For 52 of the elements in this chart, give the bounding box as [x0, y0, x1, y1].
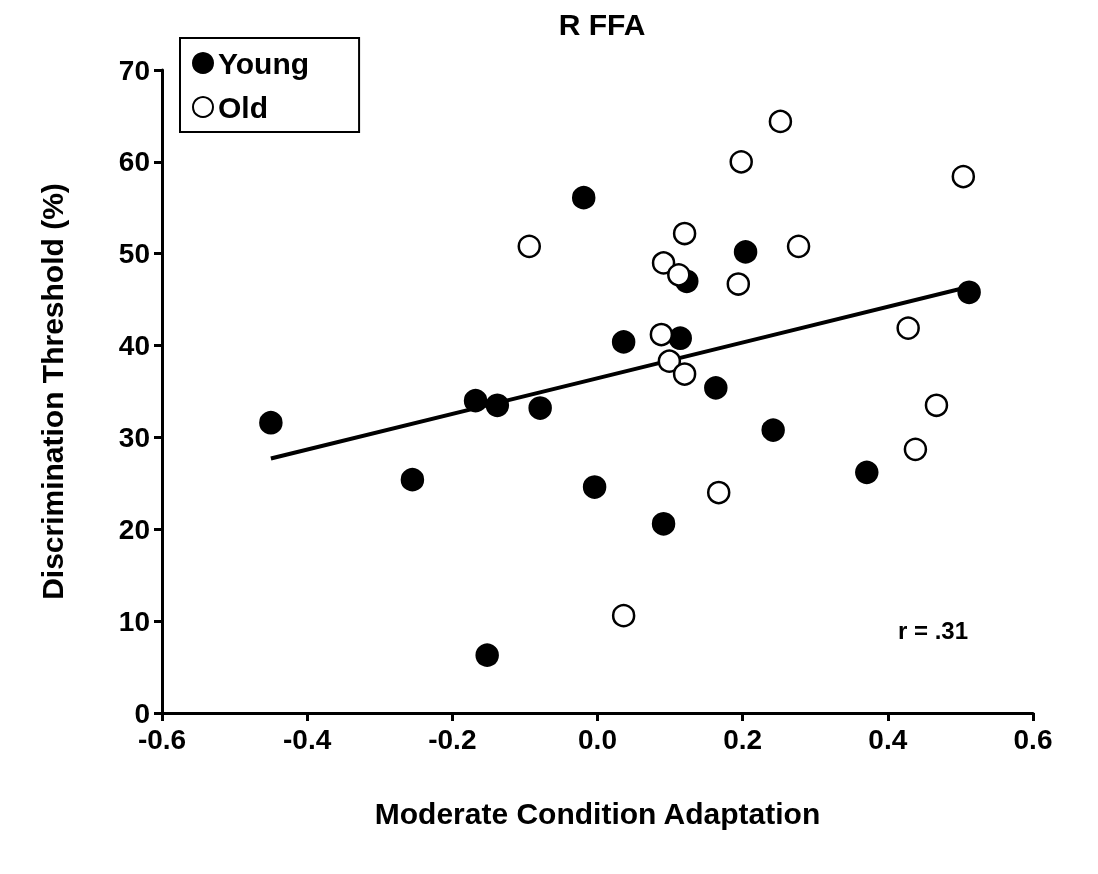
point — [517, 234, 542, 259]
point — [896, 316, 920, 340]
point — [672, 362, 697, 386]
point — [786, 234, 811, 259]
point — [704, 376, 728, 400]
point — [657, 349, 682, 373]
x-axis-title: Moderate Condition Adaptation — [374, 796, 821, 830]
point — [651, 251, 676, 275]
annotation: r = .31 — [897, 616, 969, 644]
point — [957, 280, 981, 305]
point — [649, 322, 674, 347]
point — [951, 164, 976, 189]
point — [400, 467, 425, 492]
point — [667, 263, 691, 287]
x-tick-label: -0.2 — [428, 723, 477, 755]
point — [571, 185, 596, 210]
point — [761, 418, 785, 442]
x-tick-label: 0.6 — [1013, 723, 1053, 755]
point — [924, 393, 949, 418]
point — [668, 326, 692, 350]
point — [463, 388, 488, 413]
y-tick-label: 70 — [118, 54, 150, 86]
point — [475, 643, 499, 667]
chart-title: R FFA — [558, 7, 646, 41]
x-tick-label: 0.4 — [868, 723, 908, 755]
x-tick-label: 0.0 — [578, 723, 617, 755]
x-tick-label: -0.4 — [283, 723, 332, 755]
point — [611, 330, 636, 354]
point — [733, 240, 758, 264]
y-tick-label: 10 — [118, 605, 150, 637]
point — [729, 150, 753, 174]
point — [903, 437, 928, 462]
point — [672, 221, 697, 246]
legend-label: Young — [218, 46, 310, 80]
point — [651, 512, 676, 536]
point — [726, 272, 751, 296]
y-tick-label: 20 — [118, 513, 150, 545]
y-axis-title: Discrimination Threshold (%) — [35, 183, 69, 600]
x-tick-label: 0.2 — [723, 723, 763, 755]
y-tick-label: 50 — [118, 238, 150, 270]
point — [855, 460, 879, 485]
point — [485, 393, 510, 418]
y-tick-label: 30 — [118, 421, 150, 453]
legend-label: Old — [218, 90, 268, 124]
y-tick-label: 60 — [118, 146, 150, 178]
point — [611, 603, 636, 628]
point — [582, 475, 607, 499]
point — [528, 396, 552, 420]
point — [768, 109, 793, 134]
point — [706, 480, 731, 505]
y-tick-label: 40 — [118, 330, 150, 362]
point — [259, 410, 283, 435]
